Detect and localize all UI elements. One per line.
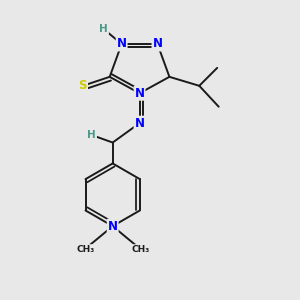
Text: N: N (108, 220, 118, 232)
Text: CH₃: CH₃ (76, 245, 94, 254)
Text: CH₃: CH₃ (131, 245, 149, 254)
Text: N: N (117, 38, 127, 50)
Text: H: H (99, 24, 108, 34)
Text: S: S (79, 79, 87, 92)
Text: H: H (87, 130, 96, 140)
Text: N: N (152, 38, 163, 50)
Text: N: N (134, 87, 145, 100)
Text: N: N (134, 117, 145, 130)
